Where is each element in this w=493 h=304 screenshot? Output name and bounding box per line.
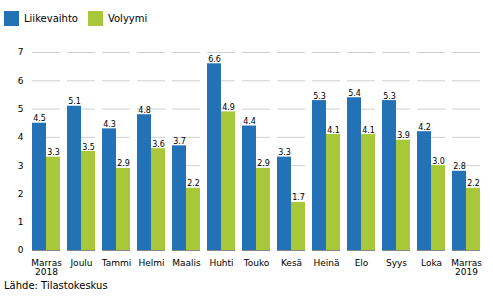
svg-text:3.9: 3.9	[397, 131, 410, 140]
svg-text:Maalis: Maalis	[172, 258, 201, 268]
svg-text:2.2: 2.2	[187, 179, 200, 188]
svg-text:4.2: 4.2	[418, 123, 431, 132]
svg-text:0: 0	[18, 245, 24, 255]
svg-text:Heinä: Heinä	[313, 258, 339, 268]
svg-text:5.3: 5.3	[383, 92, 396, 101]
svg-text:3.3: 3.3	[47, 148, 60, 157]
svg-text:4.3: 4.3	[103, 120, 116, 129]
html-text:Lähde: Tilastokeskus: Lähde: Tilastokeskus	[4, 280, 108, 291]
svg-text:4.4: 4.4	[243, 117, 256, 126]
svg-text:Helmi: Helmi	[138, 258, 164, 268]
svg-text:Kesä: Kesä	[281, 258, 302, 268]
svg-text:4.9: 4.9	[222, 103, 235, 112]
svg-text:Tammi: Tammi	[101, 258, 132, 268]
svg-text:5.1: 5.1	[68, 97, 81, 106]
svg-text:7: 7	[18, 47, 24, 57]
svg-text:4.1: 4.1	[362, 126, 375, 135]
svg-text:4.5: 4.5	[33, 114, 46, 123]
svg-text:6: 6	[18, 76, 24, 86]
svg-text:Syys: Syys	[386, 258, 407, 268]
svg-text:2.8: 2.8	[453, 162, 466, 171]
svg-text:6.6: 6.6	[208, 55, 221, 64]
svg-text:Marras2019: Marras2019	[451, 258, 482, 277]
html-text:Liikevaihto: Liikevaihto	[24, 13, 78, 24]
svg-text:2.9: 2.9	[257, 159, 270, 168]
svg-text:1.7: 1.7	[292, 193, 305, 202]
svg-text:3.7: 3.7	[173, 137, 186, 146]
svg-text:Joulu: Joulu	[69, 258, 92, 268]
svg-text:5.3: 5.3	[313, 92, 326, 101]
svg-text:3.5: 3.5	[82, 143, 95, 152]
svg-text:3.3: 3.3	[278, 148, 291, 157]
svg-text:Marras2018: Marras2018	[31, 258, 62, 277]
svg-text:Loka: Loka	[421, 258, 442, 268]
svg-text:4.8: 4.8	[138, 106, 151, 115]
svg-text:3.6: 3.6	[152, 140, 165, 149]
svg-text:5.4: 5.4	[348, 89, 361, 98]
svg-text:Elo: Elo	[355, 258, 369, 268]
svg-text:2.2: 2.2	[467, 179, 480, 188]
svg-text:Touko: Touko	[243, 258, 270, 268]
svg-text:3: 3	[18, 161, 24, 171]
svg-text:2: 2	[18, 189, 24, 199]
svg-text:Huhti: Huhti	[209, 258, 233, 268]
svg-text:5: 5	[18, 104, 24, 114]
html-text:Volyymi: Volyymi	[107, 13, 148, 24]
svg-text:2.9: 2.9	[117, 159, 130, 168]
svg-text:3.0: 3.0	[432, 157, 445, 166]
svg-text:4: 4	[18, 132, 24, 142]
svg-text:1: 1	[18, 217, 24, 227]
svg-text:4.1: 4.1	[327, 126, 340, 135]
